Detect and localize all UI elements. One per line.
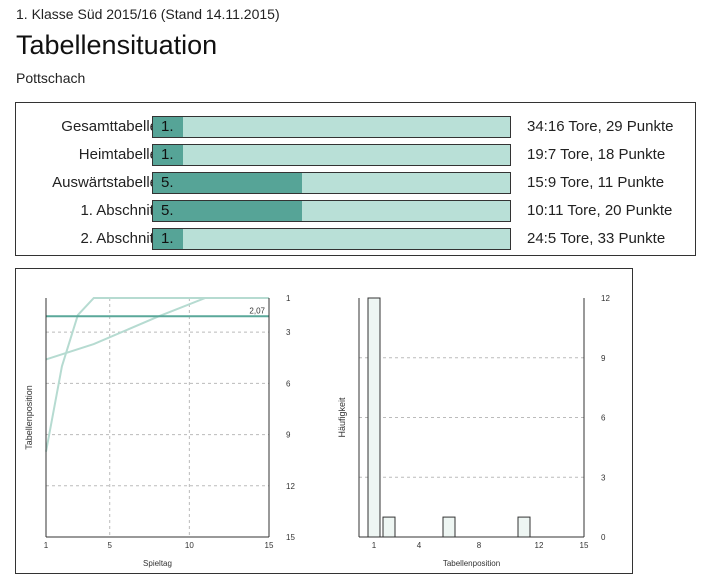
- rank-bar-fill: [153, 117, 183, 137]
- standings-label: 1. Abschnitt: [80, 202, 158, 219]
- standings-row: Heimtabelle 1. 19:7 Tore, 18 Punkte: [16, 144, 695, 168]
- x-axis-title: Tabellenposition: [443, 559, 500, 568]
- rank-bar-fill: [153, 145, 183, 165]
- rank-bar: 1.: [152, 116, 511, 138]
- standings-stat: 19:7 Tore, 18 Punkte: [527, 146, 666, 163]
- y-tick-label: 6: [601, 414, 606, 423]
- rank-label: 5.: [161, 202, 174, 219]
- rank-bar: 1.: [152, 144, 511, 166]
- y-tick-label: 12: [601, 294, 610, 303]
- y-tick-label: 9: [286, 431, 291, 440]
- team-name: Pottschach: [16, 70, 86, 86]
- rank-bar-fill: [153, 173, 302, 193]
- histogram-bar: [382, 516, 396, 538]
- standings-stat: 15:9 Tore, 11 Punkte: [527, 174, 665, 191]
- standings-label: Gesamttabelle: [61, 118, 158, 135]
- histogram-bar: [442, 516, 456, 538]
- charts-panel: 1 5 10 15 1 3 6 9 12 15 2,07 Spieltag Tabellenpositi…: [15, 268, 633, 574]
- standings-label: 2. Abschnitt: [80, 230, 158, 247]
- standings-stat: 10:11 Tore, 20 Punkte: [527, 202, 673, 219]
- average-label: 2,07: [249, 306, 265, 315]
- y-tick-label: 12: [286, 482, 295, 491]
- rank-label: 1.: [161, 146, 174, 163]
- standings-label: Heimtabelle: [78, 146, 158, 163]
- x-tick-label: 5: [107, 541, 112, 550]
- standings-row: Gesamttabelle 1. 34:16 Tore, 29 Punkte: [16, 116, 695, 140]
- rank-label: 1.: [161, 230, 174, 247]
- rank-bar-fill: [153, 201, 302, 221]
- y-tick-label: 9: [601, 354, 606, 363]
- standings-stat: 34:16 Tore, 29 Punkte: [527, 118, 674, 135]
- series-line: [45, 297, 269, 452]
- season-subtitle: 1. Klasse Süd 2015/16 (Stand 14.11.2015): [16, 6, 280, 22]
- histogram-bar: [517, 516, 531, 538]
- standings-panel: Gesamttabelle 1. 34:16 Tore, 29 Punkte H…: [15, 102, 696, 256]
- x-tick-label: 1: [372, 541, 377, 550]
- x-tick-label: 1: [44, 541, 49, 550]
- page-title: Tabellensituation: [16, 30, 218, 60]
- y-tick-label: 1: [286, 294, 291, 303]
- series-line: [45, 297, 269, 361]
- rank-bar: 5.: [152, 172, 511, 194]
- standings-row: Auswärtstabelle 5. 15:9 Tore, 11 Punkte: [16, 172, 695, 196]
- x-tick-label: 10: [185, 541, 194, 550]
- standings-label: Auswärtstabelle: [52, 174, 158, 191]
- rank-label: 1.: [161, 118, 174, 135]
- x-tick-label: 12: [535, 541, 544, 550]
- y-tick-label: 6: [286, 379, 291, 388]
- standings-row: 2. Abschnitt 1. 24:5 Tore, 33 Punkte: [16, 228, 695, 252]
- rank-label: 5.: [161, 174, 174, 191]
- charts-svg: 1 5 10 15136912152,07SpieltagTabellenpositi…: [24, 294, 610, 568]
- position-line-chart: 1 5 10 15136912152,07SpieltagTabellenpositi…: [24, 294, 295, 568]
- y-tick-label: 3: [286, 328, 291, 337]
- rank-bar-fill: [153, 229, 183, 249]
- y-tick-label: 15: [286, 533, 295, 542]
- x-tick-label: 15: [580, 541, 589, 550]
- histogram-bar: [367, 297, 381, 538]
- position-histogram: 0 3 6 9 12 1 4 8 12 15 Tabellenposition Häufigkeit: [337, 294, 610, 568]
- x-axis-title: Spieltag: [143, 559, 172, 568]
- rank-bar: 5.: [152, 200, 511, 222]
- standings-stat: 24:5 Tore, 33 Punkte: [527, 230, 666, 247]
- y-axis-title: Häufigkeit: [337, 397, 347, 438]
- y-tick-label: 3: [601, 473, 606, 482]
- x-tick-label: 8: [477, 541, 482, 550]
- standings-row: 1. Abschnitt 5. 10:11 Tore, 20 Punkte: [16, 200, 695, 224]
- y-axis-title: Tabellenposition: [24, 385, 34, 450]
- rank-bar: 1.: [152, 228, 511, 250]
- x-tick-label: 4: [417, 541, 422, 550]
- y-tick-label: 0: [601, 533, 606, 542]
- x-tick-label: 15: [265, 541, 274, 550]
